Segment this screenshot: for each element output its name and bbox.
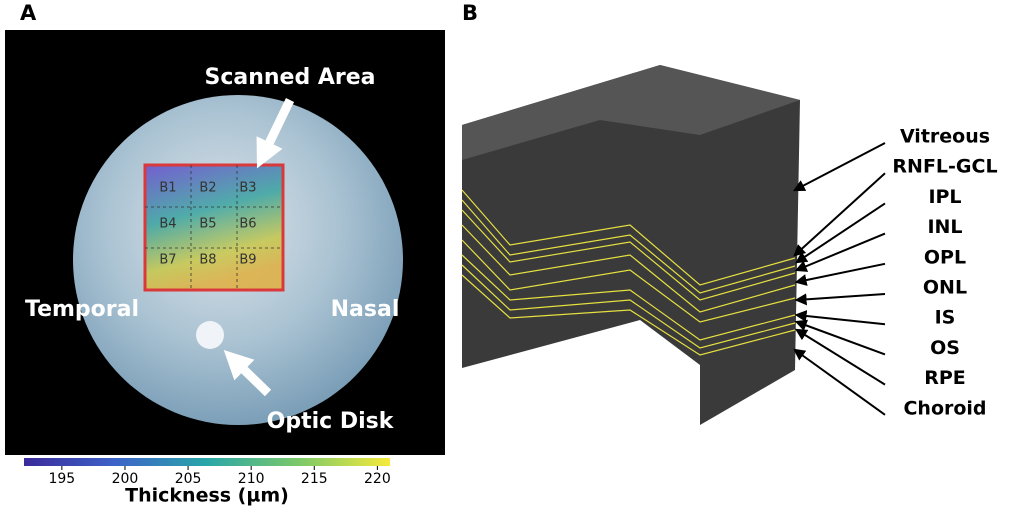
layer-lines: [461, 189, 796, 356]
layer-label: RNFL-GCL: [892, 156, 997, 178]
annotation: Nasal: [331, 297, 400, 322]
layer-label: OS: [930, 337, 960, 359]
arrow: [223, 349, 272, 397]
oct-volume: [462, 65, 800, 425]
cell-label: B2: [199, 181, 216, 196]
tick-label: 220: [364, 471, 391, 487]
cell-label: B9: [239, 253, 256, 268]
colorbar-title: Thickness (µm): [125, 485, 289, 507]
optic-disk: [196, 321, 224, 349]
arrow: [256, 98, 295, 169]
arrow: [794, 232, 886, 272]
arrow: [794, 319, 886, 356]
annotation: Scanned Area: [204, 65, 375, 90]
arrow: [794, 310, 886, 326]
layer-label: OPL: [924, 246, 966, 268]
arrow: [793, 348, 886, 416]
cell-label: B1: [159, 181, 176, 196]
layer-label: Vitreous: [900, 126, 990, 148]
panel-label: B: [462, 1, 478, 25]
cell-label: B5: [199, 217, 216, 232]
cell-label: B3: [239, 181, 256, 196]
oct-top: [462, 65, 800, 160]
layer-label: Choroid: [903, 397, 986, 419]
arrow: [795, 202, 886, 264]
arrow: [794, 262, 886, 286]
arrow: [792, 142, 886, 192]
cell-label: B7: [159, 253, 176, 268]
cell-label: B6: [239, 217, 256, 232]
layer-label: ONL: [923, 277, 967, 299]
cell-label: B8: [199, 253, 216, 268]
tick-label: 200: [112, 471, 139, 487]
colorbar: [24, 458, 390, 466]
tick-label: 205: [175, 471, 202, 487]
annotation: Temporal: [25, 297, 139, 322]
layer-label: IPL: [928, 186, 961, 208]
cell-label: B4: [159, 217, 176, 232]
tick-label: 215: [301, 471, 328, 487]
panel-label: A: [20, 1, 37, 25]
tick-label: 195: [48, 471, 75, 487]
grid-lines: [145, 165, 283, 290]
layer-label: INL: [927, 216, 962, 238]
arrow: [794, 293, 886, 306]
tick-label: 210: [238, 471, 265, 487]
layer-label: RPE: [924, 367, 966, 389]
annotation: Optic Disk: [267, 409, 395, 434]
layer-label: IS: [935, 307, 956, 329]
arrow: [794, 328, 886, 386]
scanned-area: [143, 163, 285, 292]
arrow: [793, 172, 886, 257]
